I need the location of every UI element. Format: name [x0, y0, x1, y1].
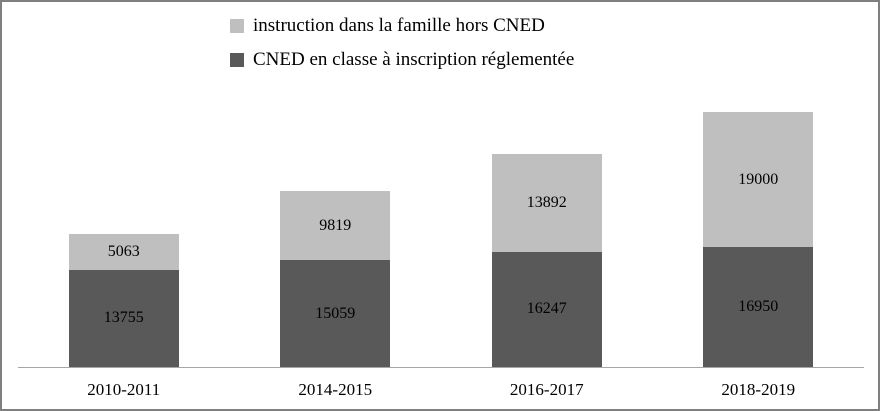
- x-axis-labels: 2010-2011 2014-2015 2016-2017 2018-2019: [18, 380, 864, 400]
- value-label: 13892: [526, 193, 567, 211]
- segment-cned-2014-2015: 15059: [280, 260, 391, 367]
- bar-2010-2011: 5063 13755: [68, 112, 179, 367]
- legend-swatch-light-gray-icon: [230, 19, 244, 34]
- value-label: 16247: [526, 300, 567, 318]
- legend-label-cned: CNED en classe à inscription réglementée: [253, 48, 575, 70]
- segment-hors-cned-2014-2015: 9819: [280, 190, 391, 261]
- segment-hors-cned-2010-2011: 5063: [68, 233, 179, 270]
- chart-legend: instruction dans la famille hors CNED CN…: [230, 15, 575, 71]
- legend-item-cned: CNED en classe à inscription réglementée: [230, 48, 575, 71]
- bar-slot-2018-2019: 19000 16950: [653, 112, 865, 367]
- legend-swatch-dark-gray-icon: [230, 53, 244, 68]
- value-label: 9819: [319, 216, 352, 234]
- segment-cned-2010-2011: 13755: [68, 269, 179, 367]
- legend-item-hors-cned: instruction dans la famille hors CNED: [230, 15, 574, 37]
- value-label: 5063: [107, 242, 140, 260]
- value-label: 16950: [738, 297, 779, 315]
- bar-2018-2019: 19000 16950: [703, 112, 814, 367]
- segment-hors-cned-2016-2017: 13892: [491, 153, 602, 252]
- x-axis-label-2016-2017: 2016-2017: [509, 380, 584, 399]
- bar-slot-2016-2017: 13892 16247: [441, 112, 653, 367]
- x-axis-label-2010-2011: 2010-2011: [87, 380, 161, 399]
- x-axis-label-2018-2019: 2018-2019: [721, 380, 796, 399]
- segment-hors-cned-2018-2019: 19000: [703, 112, 814, 247]
- segment-cned-2016-2017: 16247: [491, 251, 602, 367]
- bar-2014-2015: 9819 15059: [280, 112, 391, 367]
- segment-cned-2018-2019: 16950: [703, 246, 814, 367]
- bar-slot-2010-2011: 5063 13755: [18, 112, 230, 367]
- bar-slot-2014-2015: 9819 15059: [230, 112, 442, 367]
- plot-area: 5063 13755 9819 15059 13892: [18, 112, 864, 368]
- value-label: 13755: [103, 309, 144, 327]
- value-label: 19000: [738, 170, 779, 188]
- bar-2016-2017: 13892 16247: [491, 112, 602, 367]
- x-axis-label-2014-2015: 2014-2015: [298, 380, 373, 399]
- legend-label-hors-cned: instruction dans la famille hors CNED: [253, 15, 545, 36]
- value-label: 15059: [315, 304, 356, 322]
